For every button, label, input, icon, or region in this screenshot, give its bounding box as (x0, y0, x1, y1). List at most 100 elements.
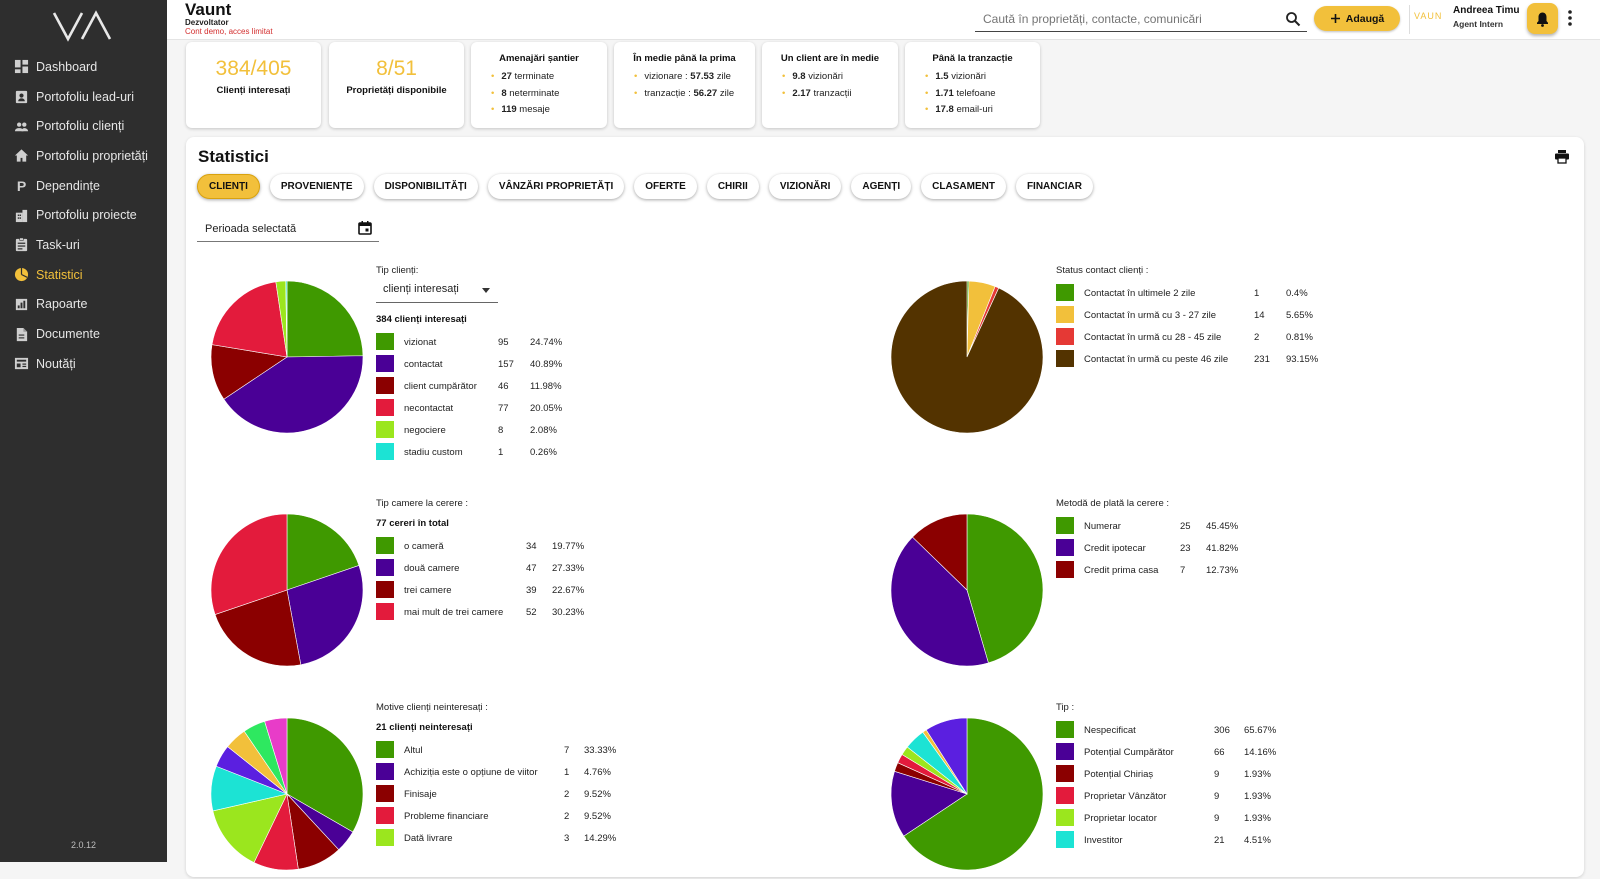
notifications-button[interactable] (1527, 3, 1558, 34)
tab-availability[interactable]: DISPONIBILITĂȚI (373, 174, 478, 199)
pie-slice[interactable] (212, 793, 288, 863)
sidebar-item-tasks[interactable]: Task-uri (0, 230, 167, 260)
sidebar-item-label: Documente (36, 327, 100, 342)
vaunt-logo-icon[interactable] (52, 9, 112, 43)
card-properties[interactable]: 8/51 Proprietăți disponibile (329, 42, 464, 128)
sidebar-item-news[interactable]: Noutăți (0, 349, 167, 379)
pie-slice[interactable] (286, 513, 360, 591)
search-icon[interactable] (1285, 11, 1301, 27)
pie-slice[interactable] (286, 717, 364, 833)
list-item: 27 terminate (491, 69, 607, 86)
legend-swatch (376, 421, 394, 438)
pie-chart[interactable] (209, 716, 365, 872)
legend-swatch (376, 333, 394, 350)
legend-count: 47 (526, 563, 537, 574)
pie-slice[interactable] (210, 513, 288, 615)
report-icon (15, 298, 28, 310)
sidebar-item-clients[interactable]: Portofoliu clienți (0, 111, 167, 141)
calendar-icon[interactable] (357, 220, 373, 236)
pie-slice[interactable] (285, 280, 288, 358)
pie-chart[interactable] (889, 279, 1045, 435)
legend-count: 52 (526, 607, 537, 618)
list-item: tranzacție : 56.27 zile (634, 86, 755, 103)
chart-subtitle: 21 clienți neinteresați (376, 722, 473, 733)
pie-chart[interactable] (209, 279, 365, 435)
demo-note: Cont demo, acces limitat (185, 27, 273, 36)
legend-label: Numerar (1084, 521, 1121, 532)
tab-ranking[interactable]: CLASAMENT (921, 174, 1006, 199)
legend-count: 231 (1254, 354, 1270, 365)
pie-slice[interactable] (223, 355, 364, 434)
legend-label: Contactat în urmă cu 3 - 27 zile (1084, 310, 1217, 321)
sidebar-item-label: Portofoliu lead-uri (36, 89, 134, 104)
sidebar-item-projects[interactable]: Portofoliu proiecte (0, 200, 167, 230)
tab-clients[interactable]: CLIENȚI (197, 174, 260, 199)
tab-rentals[interactable]: CHIRII (706, 174, 759, 199)
tab-property-sales[interactable]: VÂNZĂRI PROPRIETĂȚI (487, 174, 625, 199)
pie-slice[interactable] (211, 281, 288, 358)
legend-swatch (376, 537, 394, 554)
news-icon (14, 358, 29, 370)
sidebar-item-dependencies[interactable]: P Dependințe (0, 171, 167, 201)
list-item: vizionare : 57.53 zile (634, 69, 755, 86)
pie-chart[interactable] (889, 512, 1045, 668)
user-info[interactable]: Andreea Timu Agent Intern (1453, 5, 1520, 29)
sidebar-item-documents[interactable]: Documente (0, 319, 167, 349)
sidebar-item-properties[interactable]: Portofoliu proprietăți (0, 141, 167, 171)
app-title[interactable]: Vaunt (185, 0, 232, 19)
tab-offers[interactable]: OFERTE (634, 174, 697, 199)
pie-slice[interactable] (264, 717, 288, 795)
card-title: Un client are în medie (780, 53, 880, 64)
legend-label: Nespecificat (1084, 725, 1136, 736)
pie-slice[interactable] (890, 280, 1044, 434)
pie-slice[interactable] (286, 280, 364, 358)
sidebar-item-statistics[interactable]: Statistici (0, 260, 167, 290)
legend-label: Credit prima casa (1084, 565, 1159, 576)
sidebar: Dashboard Portofoliu lead-uri Portofoliu… (0, 0, 167, 862)
legend-label: Contactat în urmă cu 28 - 45 zile (1084, 332, 1222, 343)
sidebar-item-reports[interactable]: Rapoarte (0, 290, 167, 320)
period-label: Perioada selectată (205, 223, 297, 235)
legend-label: client cumpărător (404, 381, 477, 392)
pie-slice[interactable] (890, 770, 968, 837)
chart-payment-method: Metodă de plată la cerere : Numerar 25 45.… (876, 495, 1576, 695)
more-vert-icon[interactable] (1567, 9, 1573, 27)
tab-sources[interactable]: PROVENIENȚE (269, 174, 364, 199)
card-clients[interactable]: 384/405 Clienți interesați (186, 42, 321, 128)
pie-chart[interactable] (889, 716, 1045, 872)
pie-slice[interactable] (286, 565, 364, 666)
client-type-dropdown[interactable]: clienți interesați (376, 279, 498, 303)
legend-swatch (1056, 787, 1074, 804)
add-button[interactable]: Adaugă (1314, 6, 1400, 31)
properties-count: 8/51 (376, 57, 417, 80)
chart-title: Tip camere la cerere : (376, 498, 469, 509)
print-icon[interactable] (1554, 149, 1570, 164)
legend-swatch (376, 785, 394, 802)
legend-swatch (1056, 831, 1074, 848)
pie-slice[interactable] (925, 717, 968, 796)
chart-contact-status: Status contact clienți : Contactat în ul… (876, 262, 1576, 472)
sidebar-item-dashboard[interactable]: Dashboard (0, 52, 167, 82)
company-logo: VAUN (1414, 11, 1443, 21)
legend-label: Contactat în urmă cu peste 46 zile (1084, 354, 1229, 365)
tab-viewings[interactable]: VIZIONĂRI (768, 174, 842, 199)
sidebar-item-leads[interactable]: Portofoliu lead-uri (0, 82, 167, 112)
tab-agents[interactable]: AGENȚI (851, 174, 912, 199)
search-input[interactable] (975, 7, 1275, 31)
legend-count: 2 (564, 811, 570, 822)
tab-financial[interactable]: FINANCIAR (1015, 174, 1093, 199)
pie-slice[interactable] (912, 513, 968, 591)
app-version: 2.0.12 (70, 840, 97, 850)
pie-slice[interactable] (966, 513, 1044, 664)
legend-percent: 41.82% (1206, 543, 1239, 554)
legend-label: stadiu custom (404, 447, 463, 458)
sidebar-item-label: Dashboard (36, 59, 98, 74)
card-avg-client: Un client are în medie 9.8 vizionări 2.1… (762, 42, 898, 128)
legend-percent: 11.98% (530, 381, 562, 392)
pie-slice[interactable] (890, 536, 989, 667)
period-select[interactable]: Perioada selectată (197, 217, 379, 242)
pie-chart[interactable] (209, 512, 365, 668)
legend-swatch (376, 763, 394, 780)
dropdown-value: clienți interesați (383, 283, 459, 295)
pie-slice[interactable] (214, 589, 302, 667)
